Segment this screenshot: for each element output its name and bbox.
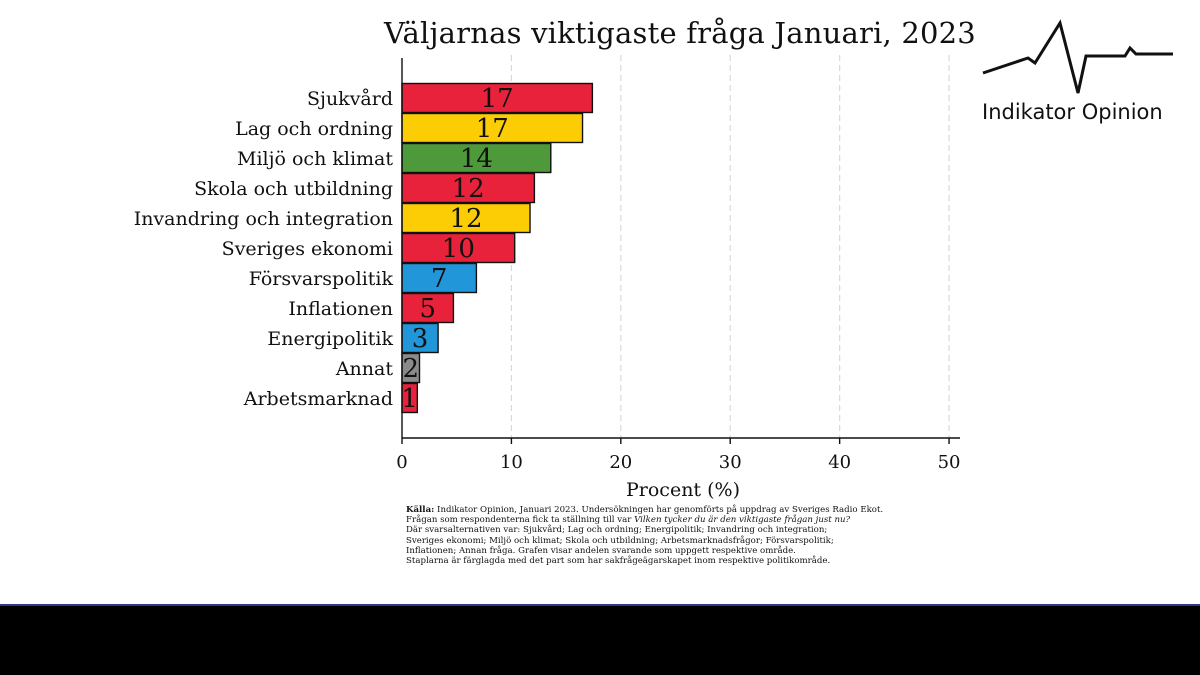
category-label: Sjukvård <box>307 88 393 110</box>
bar-value-label: 14 <box>460 144 493 174</box>
category-label: Annat <box>335 358 394 380</box>
bar-value-label: 10 <box>442 234 475 264</box>
source-footnote: Källa: Indikator Opinion, Januari 2023. … <box>406 505 966 566</box>
x-tick-label: 0 <box>396 452 407 473</box>
question-prefix: Frågan som respondenterna fick ta ställn… <box>406 515 632 526</box>
x-axis-title: Procent (%) <box>626 479 740 501</box>
color-note: Staplarna är färglagda med det part som … <box>406 556 831 567</box>
x-tick-label: 20 <box>609 452 632 473</box>
bar-value-label: 17 <box>481 84 514 114</box>
bar <box>401 142 552 174</box>
bar <box>401 322 439 354</box>
source-text: Indikator Opinion, Januari 2023. Undersö… <box>437 505 884 515</box>
chart-title: Väljarnas viktigaste fråga Januari, 2023 <box>384 16 976 50</box>
category-label: Arbetsmarknad <box>243 388 393 410</box>
bar-value-label: 3 <box>412 324 429 354</box>
alternatives-line-1: Där svarsalternativen var: Sjukvård; Lag… <box>406 525 828 536</box>
category-label: Energipolitik <box>267 328 393 350</box>
x-tick-label: 30 <box>719 452 742 473</box>
source-label: Källa: <box>406 505 435 515</box>
x-tick-label: 50 <box>938 452 961 473</box>
category-label: Sveriges ekonomi <box>222 238 393 260</box>
x-tick-label: 10 <box>500 452 523 473</box>
bar-value-label: 1 <box>401 384 418 414</box>
indikator-logo-icon <box>982 19 1173 94</box>
bar <box>401 112 584 144</box>
bar <box>401 232 516 264</box>
bar-value-label: 12 <box>449 204 482 234</box>
question-text: Vilken tycker du är den viktigaste fråga… <box>634 515 851 526</box>
category-label: Invandring och integration <box>134 208 393 230</box>
bar-value-label: 5 <box>419 294 436 324</box>
category-label: Inflationen <box>288 298 393 320</box>
category-label: Miljö och klimat <box>237 148 393 170</box>
alternatives-line-2: Sveriges ekonomi; Miljö och klimat; Skol… <box>406 535 834 546</box>
logo-text: Indikator Opinion <box>982 100 1163 124</box>
bar-value-label: 12 <box>452 174 485 204</box>
axes: 0 10 20 30 40 50 <box>396 58 961 473</box>
bar-value-label: 17 <box>476 114 509 144</box>
x-tick-label: 40 <box>828 452 851 473</box>
alternatives-line-3: Inflationen; Annan fråga. Grafen visar a… <box>406 545 796 556</box>
bar <box>401 82 594 114</box>
bottom-black-bar <box>0 604 1200 675</box>
category-label: Skola och utbildning <box>194 178 393 200</box>
bar-value-label: 2 <box>402 354 419 384</box>
bar <box>401 202 531 234</box>
bar <box>401 262 478 294</box>
bar-value-label: 7 <box>431 264 448 294</box>
category-label: Försvarspolitik <box>249 268 394 290</box>
category-label: Lag och ordning <box>235 118 393 140</box>
